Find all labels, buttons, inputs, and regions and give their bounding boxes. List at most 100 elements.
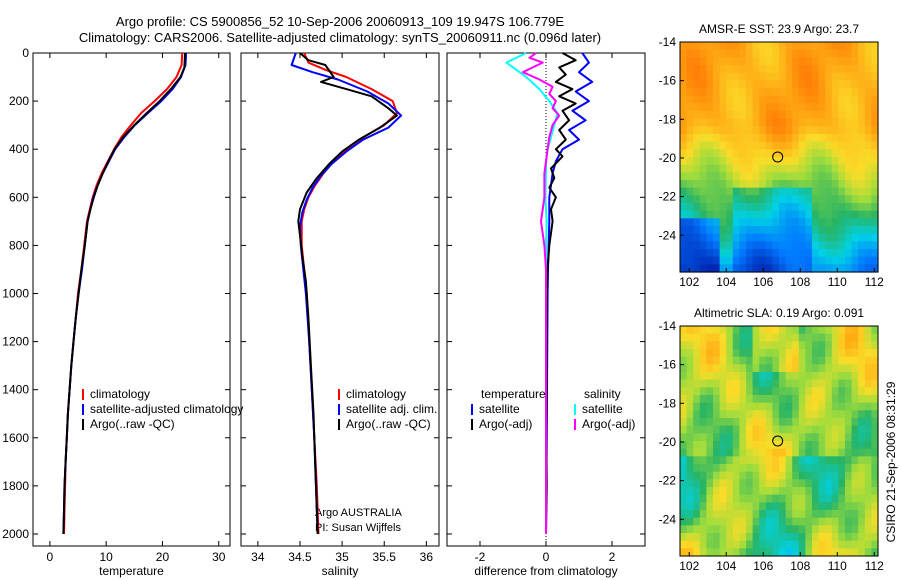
altimetric-sla-map-cell — [864, 341, 872, 350]
altimetric-sla-map-cell — [779, 471, 787, 480]
amsr-sst-map-cell — [785, 118, 793, 127]
amsr-sst-map-cell — [732, 57, 740, 66]
altimetric-sla-map-cell — [719, 341, 727, 350]
altimetric-sla-map-cell — [732, 433, 740, 442]
altimetric-sla-map-cell — [818, 533, 826, 542]
amsr-sst-map-cell — [680, 233, 688, 242]
altimetric-sla-map-cell — [732, 333, 740, 342]
altimetric-sla-map-cell — [719, 395, 727, 404]
altimetric-sla-map-cell — [706, 525, 714, 534]
amsr-sst-map-cell — [713, 149, 721, 158]
altimetric-sla-map-cell — [871, 525, 879, 534]
amsr-sst-map-cell — [732, 95, 740, 104]
amsr-sst-map-cell — [831, 95, 839, 104]
altimetric-sla-map-cell — [851, 464, 859, 473]
altimetric-sla-map-cell — [765, 548, 773, 557]
altimetric-sla-map-cell — [864, 517, 872, 526]
altimetric-sla-map-cell — [805, 494, 813, 503]
altimetric-sla-map-cell — [864, 395, 872, 404]
altimetric-sla-map-cell — [706, 356, 714, 365]
amsr-sst-map-cell — [838, 256, 846, 265]
altimetric-sla-map-cell — [719, 372, 727, 381]
difference-profile-xtick-label: 2 — [609, 550, 616, 564]
altimetric-sla-map-cell — [864, 487, 872, 496]
altimetric-sla-map-cell — [746, 502, 754, 511]
amsr-sst-map-cell — [686, 88, 694, 97]
amsr-sst-map-cell — [719, 118, 727, 127]
amsr-sst-map-cell — [759, 88, 767, 97]
altimetric-sla-map-cell — [864, 333, 872, 342]
amsr-sst-map-cell — [772, 134, 780, 143]
altimetric-sla-map-cell — [693, 433, 701, 442]
amsr-sst-map-cell — [739, 164, 747, 173]
altimetric-sla-map-cell — [805, 418, 813, 427]
amsr-sst-map-cell — [845, 157, 853, 166]
amsr-sst-map-cell — [752, 203, 760, 212]
altimetric-sla-map-cell — [851, 364, 859, 373]
altimetric-sla-map-cell — [713, 410, 721, 419]
altimetric-sla-map-cell — [831, 441, 839, 450]
amsr-sst-map-cell — [719, 180, 727, 189]
amsr-sst-map-cell — [706, 210, 714, 219]
altimetric-sla-map-cell — [680, 387, 688, 396]
amsr-sst-map-cell — [732, 249, 740, 258]
amsr-sst-map-cell — [864, 49, 872, 58]
altimetric-sla-map-cell — [845, 533, 853, 542]
amsr-sst-map-cell — [726, 226, 734, 235]
salinity-profile-legend-label: Argo(..raw -QC) — [346, 417, 431, 431]
altimetric-sla-map-cell — [699, 441, 707, 450]
altimetric-sla-map-cell — [765, 448, 773, 457]
altimetric-sla-map-cell — [732, 356, 740, 365]
altimetric-sla-map-cell — [845, 333, 853, 342]
altimetric-sla-map-cell — [686, 402, 694, 411]
amsr-sst-map-cell — [719, 111, 727, 120]
amsr-sst-map-cell — [719, 164, 727, 173]
altimetric-sla-map-cell — [713, 533, 721, 542]
altimetric-sla-map-cell — [706, 548, 714, 557]
altimetric-sla-map-cell — [838, 333, 846, 342]
altimetric-sla-map-cell — [845, 433, 853, 442]
altimetric-sla-map-cell — [746, 364, 754, 373]
amsr-sst-map-cell — [858, 118, 866, 127]
altimetric-sla-map-cell — [686, 410, 694, 419]
altimetric-sla-map-cell — [759, 471, 767, 480]
amsr-sst-map-cell — [772, 126, 780, 135]
altimetric-sla-map-cell — [851, 349, 859, 358]
altimetric-sla-map-cell — [759, 540, 767, 549]
altimetric-sla-map-cell — [719, 548, 727, 557]
altimetric-sla-map-cell — [851, 387, 859, 396]
amsr-sst-map-cell — [812, 157, 820, 166]
amsr-sst-map-cell — [831, 172, 839, 181]
amsr-sst-map-cell — [693, 195, 701, 204]
altimetric-sla-map-cell — [792, 487, 800, 496]
amsr-sst-map-cell — [686, 42, 694, 51]
amsr-sst-map-cell — [759, 226, 767, 235]
amsr-sst-map-cell — [779, 187, 787, 196]
altimetric-sla-map-cell — [739, 525, 747, 534]
temperature-profile-ytick-label: 400 — [9, 142, 29, 156]
altimetric-sla-map-cell — [732, 517, 740, 526]
altimetric-sla-map-cell — [838, 356, 846, 365]
altimetric-sla-map-cell — [858, 448, 866, 457]
altimetric-sla-map-cell — [825, 448, 833, 457]
altimetric-sla-map-cell — [746, 471, 754, 480]
altimetric-sla-map-cell — [792, 364, 800, 373]
amsr-sst-map-cell — [864, 118, 872, 127]
altimetric-sla-map-cell — [739, 464, 747, 473]
amsr-sst-map-cell — [772, 210, 780, 219]
amsr-sst-map-cell — [732, 218, 740, 227]
amsr-sst-map-cell — [858, 88, 866, 97]
temperature-profile-ytick-label: 1200 — [2, 335, 29, 349]
altimetric-sla-map-cell — [739, 326, 747, 335]
amsr-sst-map-cell — [818, 203, 826, 212]
amsr-sst-map-ytick-label: -16 — [659, 74, 677, 88]
amsr-sst-map-cell — [765, 88, 773, 97]
altimetric-sla-map-cell — [739, 494, 747, 503]
amsr-sst-map-cell — [686, 103, 694, 112]
amsr-sst-map-cell — [732, 49, 740, 58]
altimetric-sla-map-cell — [726, 349, 734, 358]
altimetric-sla-map-cell — [871, 395, 879, 404]
altimetric-sla-map-cell — [706, 464, 714, 473]
amsr-sst-map-cell — [765, 226, 773, 235]
